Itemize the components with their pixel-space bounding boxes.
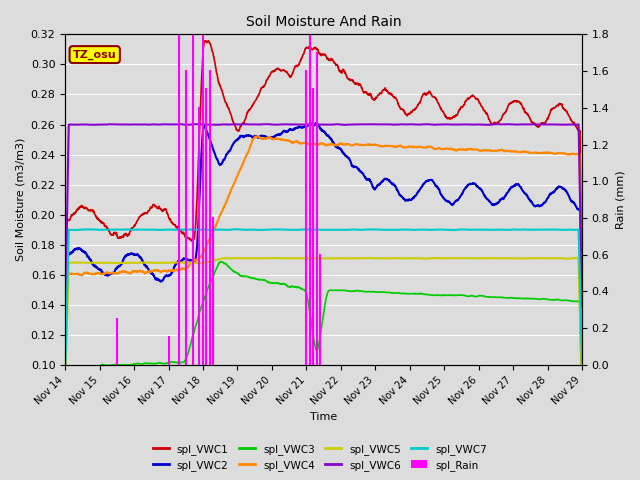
spl_VWC4 — [474, 147, 481, 153]
spl_VWC2 — [578, 369, 586, 375]
spl_VWC1 — [578, 333, 586, 339]
spl_VWC7 — [578, 360, 586, 366]
spl_VWC1 — [339, 69, 346, 74]
Y-axis label: Soil Moisture (m3/m3): Soil Moisture (m3/m3) — [15, 138, 25, 261]
spl_VWC5 — [349, 255, 357, 261]
spl_VWC1 — [547, 108, 555, 113]
spl_VWC1 — [205, 40, 213, 46]
Text: TZ_osu: TZ_osu — [73, 49, 116, 60]
spl_VWC5 — [474, 255, 481, 261]
spl_VWC6 — [474, 121, 481, 127]
Line: spl_VWC7: spl_VWC7 — [65, 229, 582, 372]
spl_VWC5 — [61, 386, 69, 392]
spl_VWC1 — [350, 79, 358, 85]
spl_VWC7 — [532, 227, 540, 232]
spl_VWC7 — [339, 227, 346, 233]
spl_VWC3 — [61, 439, 69, 444]
spl_VWC6 — [578, 304, 586, 310]
spl_VWC2 — [547, 191, 555, 197]
spl_VWC4 — [532, 150, 540, 156]
spl_VWC4 — [205, 237, 213, 243]
spl_VWC7 — [231, 227, 239, 232]
spl_VWC2 — [312, 120, 320, 126]
spl_VWC6 — [350, 121, 358, 127]
spl_VWC3 — [578, 406, 586, 411]
spl_VWC4 — [578, 332, 586, 338]
Title: Soil Moisture And Rain: Soil Moisture And Rain — [246, 15, 401, 29]
spl_VWC4 — [547, 150, 555, 156]
spl_VWC4 — [61, 392, 69, 398]
spl_VWC6 — [547, 121, 555, 127]
spl_VWC5 — [532, 255, 540, 261]
spl_VWC1 — [204, 38, 212, 44]
spl_VWC5 — [578, 384, 586, 390]
spl_VWC2 — [474, 183, 481, 189]
spl_VWC6 — [264, 121, 272, 127]
spl_VWC3 — [547, 297, 555, 302]
spl_VWC3 — [205, 282, 213, 288]
spl_VWC2 — [350, 165, 358, 170]
X-axis label: Time: Time — [310, 412, 337, 422]
spl_VWC5 — [547, 255, 554, 261]
spl_VWC2 — [532, 203, 540, 209]
spl_VWC6 — [61, 317, 69, 323]
spl_VWC6 — [532, 121, 540, 127]
spl_VWC7 — [547, 227, 555, 232]
spl_VWC2 — [205, 135, 213, 141]
Line: spl_VWC3: spl_VWC3 — [65, 262, 582, 442]
spl_VWC3 — [350, 288, 358, 294]
spl_VWC5 — [205, 259, 213, 264]
spl_VWC6 — [205, 122, 213, 128]
Legend: spl_VWC1, spl_VWC2, spl_VWC3, spl_VWC4, spl_VWC5, spl_VWC6, spl_VWC7, spl_Rain: spl_VWC1, spl_VWC2, spl_VWC3, spl_VWC4, … — [148, 439, 492, 475]
spl_VWC1 — [474, 96, 481, 102]
spl_VWC5 — [573, 255, 580, 261]
spl_VWC3 — [217, 259, 225, 264]
spl_VWC1 — [532, 123, 540, 129]
spl_VWC4 — [339, 141, 346, 147]
spl_VWC2 — [61, 375, 69, 381]
spl_VWC2 — [339, 149, 346, 155]
spl_VWC7 — [474, 227, 481, 232]
spl_VWC3 — [339, 288, 346, 293]
spl_VWC1 — [61, 354, 69, 360]
spl_VWC4 — [253, 133, 261, 139]
spl_VWC3 — [474, 293, 481, 299]
spl_VWC7 — [61, 370, 69, 375]
Y-axis label: Rain (mm): Rain (mm) — [615, 170, 625, 229]
spl_VWC7 — [205, 227, 213, 233]
spl_VWC6 — [339, 121, 346, 127]
Line: spl_VWC5: spl_VWC5 — [65, 258, 582, 389]
spl_VWC5 — [339, 255, 346, 261]
Line: spl_VWC1: spl_VWC1 — [65, 41, 582, 357]
spl_VWC4 — [350, 142, 358, 148]
Line: spl_VWC2: spl_VWC2 — [65, 123, 582, 378]
spl_VWC3 — [532, 296, 540, 302]
Line: spl_VWC4: spl_VWC4 — [65, 136, 582, 395]
Line: spl_VWC6: spl_VWC6 — [65, 124, 582, 320]
spl_VWC7 — [350, 227, 358, 232]
